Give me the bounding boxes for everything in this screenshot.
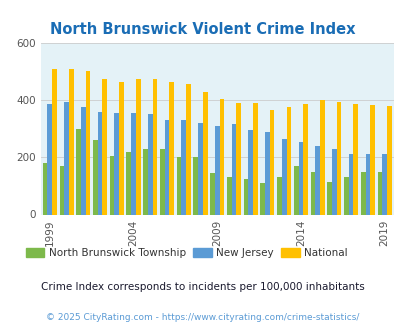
Bar — [152, 79, 157, 214]
Bar — [176, 157, 181, 214]
Bar — [277, 177, 281, 214]
Bar — [236, 103, 241, 214]
Bar — [343, 177, 348, 214]
Bar — [64, 102, 69, 214]
Bar — [269, 110, 274, 214]
Bar — [136, 79, 140, 214]
Bar — [231, 124, 236, 214]
Bar — [69, 69, 73, 214]
Bar — [202, 91, 207, 214]
Bar — [319, 100, 324, 214]
Bar — [310, 172, 315, 214]
Bar — [85, 72, 90, 214]
Bar — [47, 104, 52, 214]
Bar — [360, 172, 364, 214]
Bar — [210, 173, 214, 214]
Bar — [185, 84, 190, 214]
Bar — [119, 82, 124, 214]
Bar — [252, 103, 257, 214]
Bar — [248, 130, 252, 214]
Bar — [126, 151, 131, 214]
Bar — [164, 120, 169, 214]
Bar — [315, 146, 319, 214]
Bar — [303, 104, 307, 214]
Bar — [326, 182, 331, 215]
Text: North Brunswick Violent Crime Index: North Brunswick Violent Crime Index — [50, 22, 355, 37]
Bar — [76, 129, 81, 214]
Bar — [219, 99, 224, 214]
Bar — [181, 120, 185, 214]
Bar — [98, 112, 102, 214]
Legend: North Brunswick Township, New Jersey, National: North Brunswick Township, New Jersey, Na… — [21, 244, 351, 262]
Bar — [293, 166, 298, 214]
Bar — [143, 149, 147, 214]
Bar — [43, 163, 47, 215]
Bar — [160, 149, 164, 214]
Bar — [60, 166, 64, 214]
Bar — [286, 107, 290, 214]
Bar — [198, 123, 202, 214]
Bar — [382, 154, 386, 214]
Bar — [264, 132, 269, 214]
Bar — [81, 107, 85, 214]
Bar — [193, 157, 198, 214]
Bar — [243, 179, 248, 214]
Bar — [214, 126, 219, 214]
Text: © 2025 CityRating.com - https://www.cityrating.com/crime-statistics/: © 2025 CityRating.com - https://www.city… — [46, 313, 359, 322]
Bar — [109, 156, 114, 214]
Bar — [353, 104, 357, 214]
Bar — [226, 177, 231, 214]
Text: Crime Index corresponds to incidents per 100,000 inhabitants: Crime Index corresponds to incidents per… — [41, 282, 364, 292]
Bar — [369, 105, 374, 214]
Bar — [52, 69, 57, 214]
Bar — [169, 82, 174, 214]
Bar — [298, 142, 303, 214]
Bar — [102, 79, 107, 214]
Bar — [114, 113, 119, 214]
Bar — [364, 154, 369, 214]
Bar — [377, 172, 382, 215]
Bar — [331, 149, 336, 214]
Bar — [348, 154, 353, 214]
Bar — [93, 140, 98, 214]
Bar — [131, 113, 136, 214]
Bar — [336, 102, 341, 214]
Bar — [386, 106, 391, 214]
Bar — [260, 183, 264, 214]
Bar — [281, 139, 286, 214]
Bar — [147, 115, 152, 214]
